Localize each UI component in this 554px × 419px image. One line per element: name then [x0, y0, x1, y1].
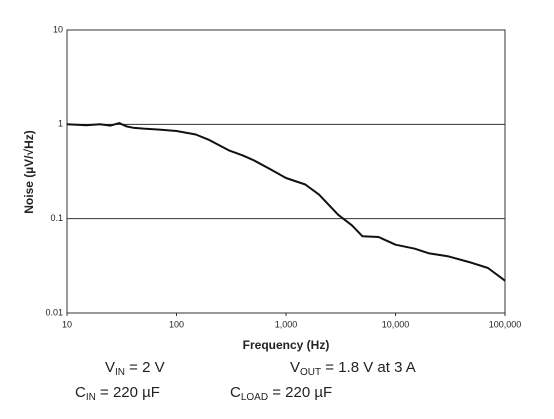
annotation-rest: = 220 µF — [96, 384, 160, 401]
x-tick-label: 100,000 — [489, 319, 522, 329]
annotation-sub: IN — [115, 367, 125, 378]
annotation-main: C — [230, 384, 241, 401]
annotation: VIN = 2 V — [105, 359, 165, 378]
plot-frame — [66, 29, 506, 314]
annotation: VOUT = 1.8 V at 3 A — [290, 359, 416, 378]
annotation-sub: OUT — [300, 367, 321, 378]
annotation-rest: = 220 µF — [268, 384, 332, 401]
y-tick-label: 0.01 — [45, 307, 63, 317]
annotation-main: V — [105, 359, 115, 376]
x-tick-label: 10,000 — [382, 319, 410, 329]
annotation-main: V — [290, 359, 300, 376]
annotation-sub: IN — [86, 392, 96, 403]
y-axis-title: Noise (µV/√Hz) — [22, 130, 36, 214]
x-axis-title: Frequency (Hz) — [243, 338, 330, 352]
annotation-sub: LOAD — [241, 392, 268, 403]
annotation-rest: = 2 V — [125, 359, 165, 376]
x-tick-label: 100 — [169, 319, 184, 329]
annotation-main: C — [75, 384, 86, 401]
x-tick-label: 10 — [62, 319, 72, 329]
annotation: CLOAD = 220 µF — [230, 384, 332, 403]
annotation: CIN = 220 µF — [75, 384, 160, 403]
annotation-rest: = 1.8 V at 3 A — [321, 359, 416, 376]
y-tick-label: 10 — [53, 24, 63, 34]
noise-line — [66, 122, 506, 282]
y-tick-label: 0.1 — [50, 213, 63, 223]
x-tick-label: 1,000 — [275, 319, 298, 329]
y-tick-label: 1 — [58, 119, 63, 129]
